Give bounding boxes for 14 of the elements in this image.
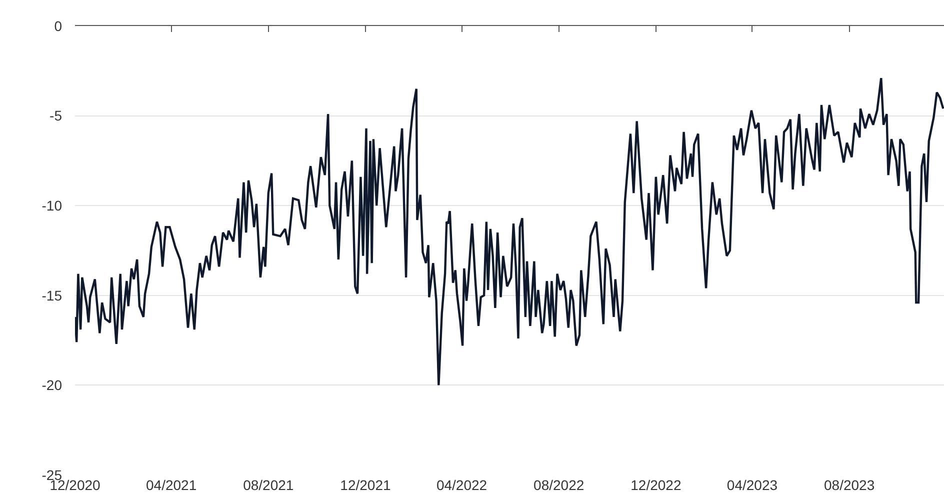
y-tick-label: 0: [54, 18, 62, 34]
y-tick-label: -20: [42, 377, 62, 394]
y-tick-label: -10: [42, 198, 62, 214]
x-tick-label: 08/2021: [243, 477, 294, 493]
line-series: [75, 76, 944, 386]
x-tick-label: 08/2023: [824, 477, 875, 493]
y-tick-label: -5: [50, 108, 62, 124]
x-tick-label: 04/2023: [726, 477, 778, 493]
x-tick-label: 04/2022: [436, 477, 488, 493]
x-tick-label: 12/2021: [340, 477, 391, 493]
x-tick-label: 08/2022: [534, 477, 584, 493]
x-tick-label: 12/2022: [630, 477, 682, 493]
y-tick-label: -15: [42, 287, 62, 304]
x-tick-label: 04/2021: [146, 477, 197, 493]
